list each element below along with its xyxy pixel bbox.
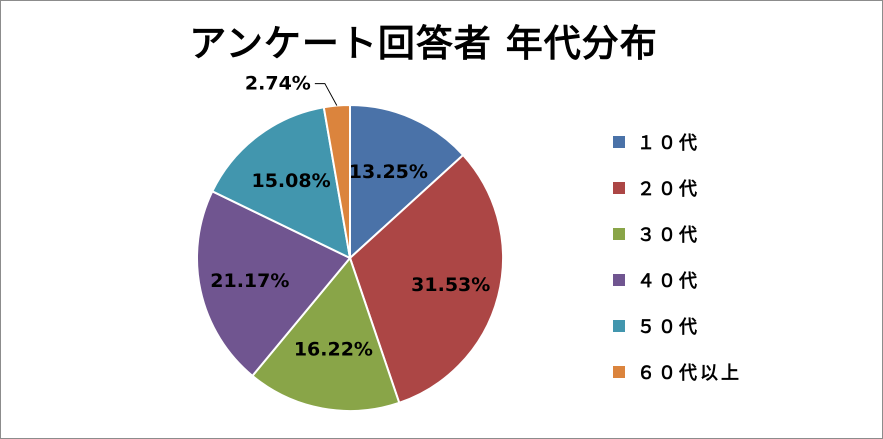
legend-swatch	[613, 274, 625, 286]
slice-label-4: 21.17%	[210, 270, 289, 292]
legend-swatch	[613, 136, 625, 148]
slice-label-6: 2.74%	[245, 73, 311, 95]
legend-item-2: ２０代	[613, 165, 742, 211]
legend-item-3: ３０代	[613, 211, 742, 257]
legend-label: ３０代	[637, 225, 700, 246]
legend: １０代 ２０代 ３０代 ４０代 ５０代 ６０代以上	[613, 119, 742, 395]
pie-slice-3	[251, 255, 401, 412]
slice-label-1: 13.25%	[349, 161, 428, 183]
legend-label: １０代	[637, 133, 700, 154]
pie-slice-4	[196, 189, 352, 378]
legend-label: ４０代	[637, 271, 700, 292]
chart-title: アンケート回答者 年代分布	[189, 22, 658, 65]
slice-label-5: 15.08%	[251, 170, 330, 192]
legend-swatch	[613, 228, 625, 240]
legend-item-5: ５０代	[613, 303, 742, 349]
legend-label: ５０代	[637, 317, 700, 338]
legend-swatch	[613, 182, 625, 194]
leader-line-6	[314, 83, 338, 106]
legend-item-1: １０代	[613, 119, 742, 165]
legend-swatch	[613, 366, 625, 378]
legend-item-6: ６０代以上	[613, 349, 742, 395]
legend-label: ６０代以上	[637, 363, 742, 384]
pie-slice-5	[210, 106, 352, 260]
pie-slice-1	[349, 103, 465, 261]
pie-slice-2	[348, 153, 504, 405]
slice-label-2: 31.53%	[411, 274, 490, 296]
legend-label: ２０代	[637, 179, 700, 200]
legend-item-4: ４０代	[613, 257, 742, 303]
slice-label-3: 16.22%	[294, 338, 373, 360]
legend-swatch	[613, 320, 625, 332]
